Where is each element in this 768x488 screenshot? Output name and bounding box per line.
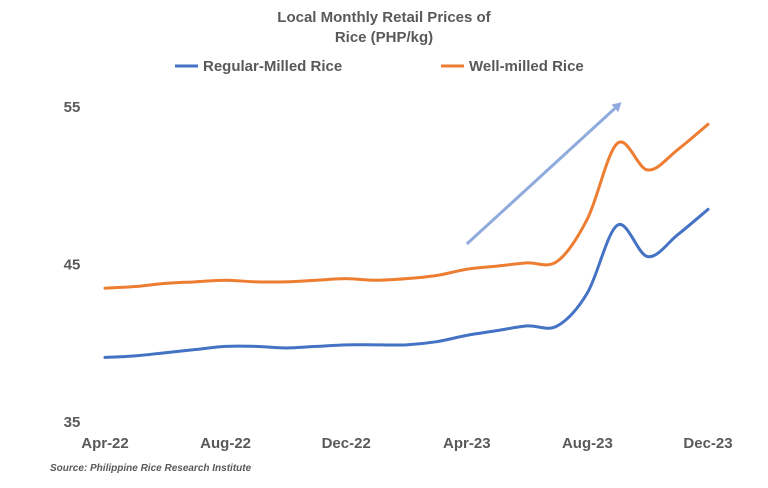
x-tick-label: Aug-22 (200, 435, 251, 452)
x-tick-label: Apr-23 (443, 435, 491, 452)
legend: Regular-Milled Rice Well-milled Rice (175, 58, 584, 75)
trend-arrow-line (465, 107, 616, 246)
legend-label-regular: Regular-Milled Rice (203, 58, 342, 75)
series-line-well-milled (103, 122, 710, 290)
y-tick-label: 45 (64, 257, 81, 274)
source-note: Source: Philippine Rice Research Institu… (50, 463, 252, 474)
x-tick-label: Apr-22 (81, 435, 129, 452)
y-tick-label: 35 (64, 414, 81, 431)
x-axis: Apr-22 Aug-22 Dec-22 Apr-23 Aug-23 Dec-23 (81, 435, 732, 452)
y-tick-label: 55 (64, 99, 81, 116)
series-lines (103, 102, 710, 359)
x-tick-label: Aug-23 (562, 435, 613, 452)
trend-arrow-head (611, 102, 622, 113)
chart-title-line1: Local Monthly Retail Prices of (277, 9, 491, 26)
y-axis: 35 45 55 (64, 99, 81, 431)
x-tick-label: Dec-23 (683, 435, 732, 452)
x-tick-label: Dec-22 (322, 435, 371, 452)
series-line-regular-milled (103, 207, 710, 359)
legend-label-well: Well-milled Rice (469, 58, 584, 75)
chart-title-line2: Rice (PHP/kg) (335, 29, 433, 46)
